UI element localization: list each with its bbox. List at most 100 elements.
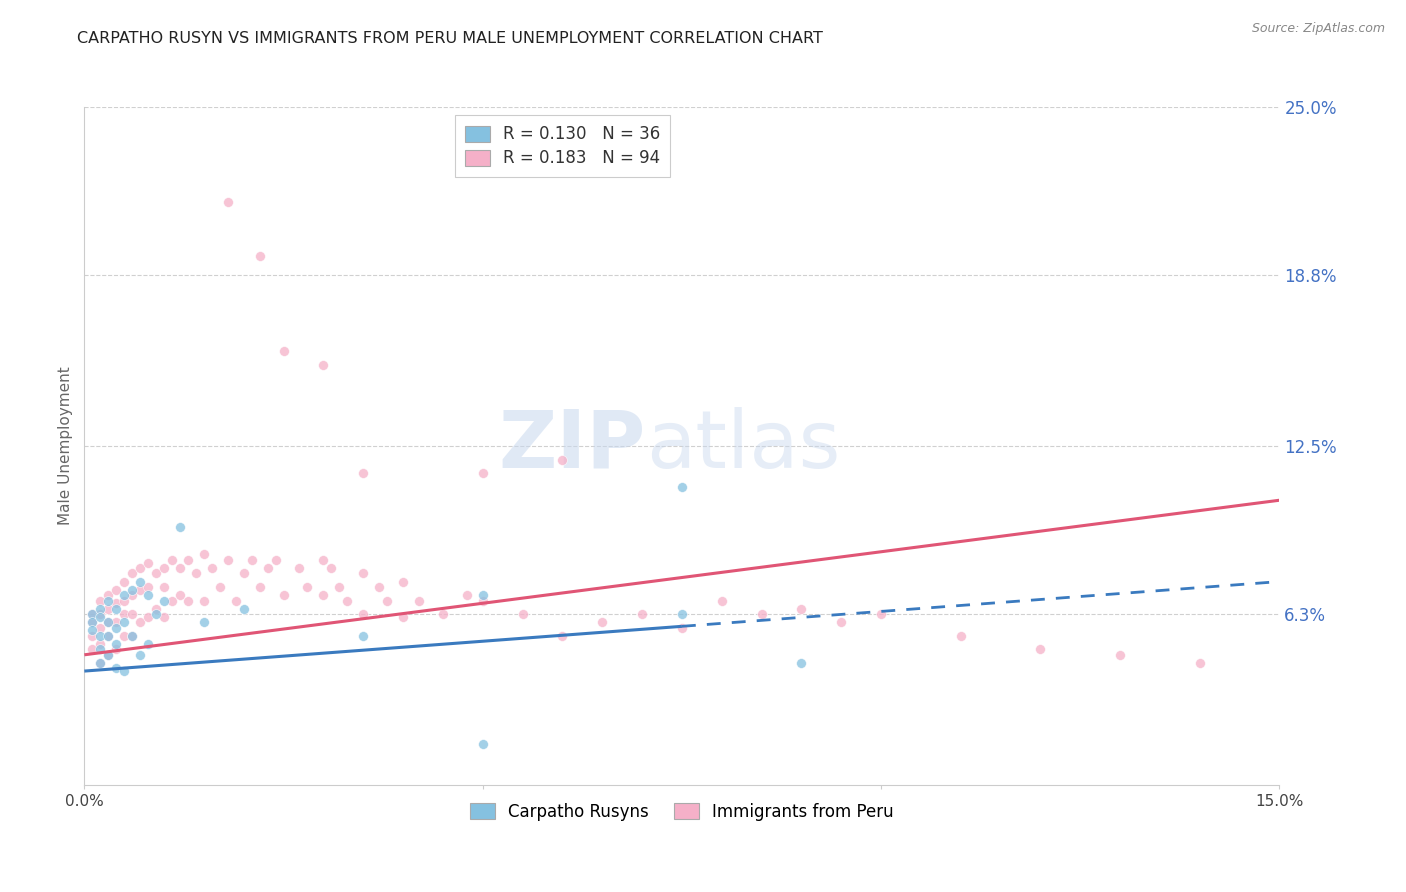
Point — [82, 629, 104, 643]
Point — [321, 561, 343, 575]
Point — [97, 615, 120, 630]
Point — [89, 610, 111, 624]
Point — [136, 637, 159, 651]
Point — [288, 561, 311, 575]
Point — [97, 629, 120, 643]
Point — [790, 656, 813, 670]
Point — [105, 637, 128, 651]
Point — [352, 629, 374, 643]
Point — [352, 607, 374, 621]
Point — [105, 642, 128, 657]
Point — [232, 601, 254, 615]
Point — [193, 615, 215, 630]
Point — [456, 588, 478, 602]
Point — [169, 561, 191, 575]
Point — [671, 607, 693, 621]
Point — [121, 629, 143, 643]
Point — [160, 553, 183, 567]
Point — [790, 601, 813, 615]
Point — [89, 656, 111, 670]
Point — [751, 607, 773, 621]
Point — [105, 601, 128, 615]
Point — [153, 610, 176, 624]
Point — [97, 648, 120, 662]
Point — [273, 588, 295, 602]
Text: Source: ZipAtlas.com: Source: ZipAtlas.com — [1251, 22, 1385, 36]
Point — [105, 582, 128, 597]
Point — [145, 566, 167, 581]
Point — [129, 615, 152, 630]
Point — [208, 580, 231, 594]
Point — [225, 593, 247, 607]
Point — [297, 580, 319, 594]
Point — [112, 574, 135, 589]
Point — [256, 561, 278, 575]
Text: ZIP: ZIP — [499, 407, 647, 485]
Point — [671, 480, 693, 494]
Point — [89, 621, 111, 635]
Point — [328, 580, 350, 594]
Point — [145, 601, 167, 615]
Point — [471, 588, 494, 602]
Point — [432, 607, 454, 621]
Point — [471, 593, 494, 607]
Point — [1029, 642, 1052, 657]
Point — [352, 466, 374, 480]
Point — [112, 588, 135, 602]
Point — [160, 593, 183, 607]
Point — [129, 561, 152, 575]
Point — [82, 607, 104, 621]
Point — [82, 615, 104, 630]
Point — [89, 656, 111, 670]
Point — [89, 601, 111, 615]
Point — [193, 593, 215, 607]
Point — [112, 664, 135, 678]
Point — [82, 607, 104, 621]
Point — [89, 593, 111, 607]
Point — [375, 593, 398, 607]
Point — [145, 607, 167, 621]
Point — [112, 615, 135, 630]
Y-axis label: Male Unemployment: Male Unemployment — [58, 367, 73, 525]
Point — [89, 637, 111, 651]
Point — [97, 588, 120, 602]
Point — [312, 588, 335, 602]
Point — [112, 607, 135, 621]
Point — [1188, 656, 1211, 670]
Point — [136, 556, 159, 570]
Point — [408, 593, 430, 607]
Point — [671, 621, 693, 635]
Point — [830, 615, 852, 630]
Point — [105, 621, 128, 635]
Point — [105, 615, 128, 630]
Point — [82, 615, 104, 630]
Point — [273, 344, 295, 359]
Point — [121, 607, 143, 621]
Point — [105, 661, 128, 675]
Text: CARPATHO RUSYN VS IMMIGRANTS FROM PERU MALE UNEMPLOYMENT CORRELATION CHART: CARPATHO RUSYN VS IMMIGRANTS FROM PERU M… — [77, 31, 823, 46]
Point — [82, 624, 104, 638]
Point — [121, 588, 143, 602]
Point — [153, 580, 176, 594]
Point — [949, 629, 972, 643]
Point — [97, 629, 120, 643]
Point — [177, 593, 200, 607]
Point — [1109, 648, 1132, 662]
Point — [136, 588, 159, 602]
Point — [249, 249, 271, 263]
Point — [870, 607, 893, 621]
Point — [193, 548, 215, 562]
Point — [336, 593, 359, 607]
Point — [312, 358, 335, 372]
Point — [471, 737, 494, 751]
Point — [129, 648, 152, 662]
Point — [136, 580, 159, 594]
Point — [710, 593, 733, 607]
Point — [129, 574, 152, 589]
Point — [217, 553, 239, 567]
Point — [512, 607, 534, 621]
Point — [121, 566, 143, 581]
Point — [217, 194, 239, 209]
Point — [240, 553, 263, 567]
Point — [112, 593, 135, 607]
